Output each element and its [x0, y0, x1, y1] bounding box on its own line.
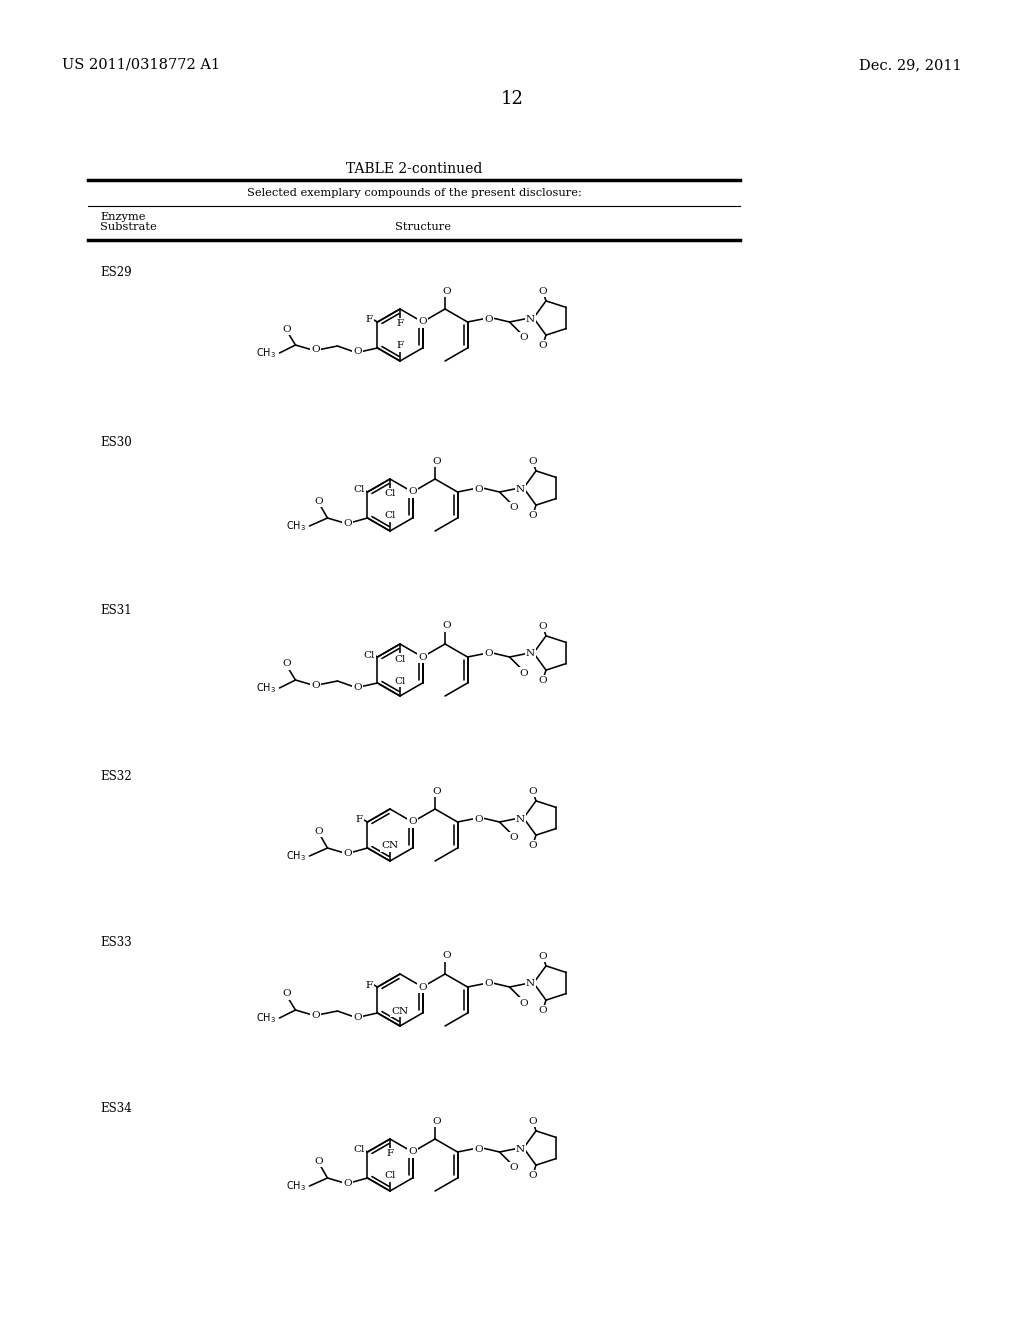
Text: Cl: Cl: [353, 1146, 365, 1155]
Text: $\rm CH_3$: $\rm CH_3$: [287, 1179, 306, 1193]
Text: O: O: [343, 519, 352, 528]
Text: TABLE 2-continued: TABLE 2-continued: [346, 162, 482, 176]
Text: O: O: [509, 833, 518, 842]
Text: O: O: [353, 682, 361, 692]
Text: O: O: [353, 347, 361, 356]
Text: O: O: [442, 952, 452, 961]
Text: O: O: [314, 826, 323, 836]
Text: O: O: [484, 649, 493, 659]
Text: O: O: [539, 676, 547, 685]
Text: N: N: [516, 1144, 525, 1154]
Text: O: O: [509, 503, 518, 512]
Text: O: O: [528, 1117, 538, 1126]
Text: N: N: [526, 314, 536, 323]
Text: O: O: [433, 787, 441, 796]
Text: ES32: ES32: [100, 770, 132, 783]
Text: N: N: [526, 979, 536, 989]
Text: N: N: [516, 484, 525, 494]
Text: $\rm CH_3$: $\rm CH_3$: [256, 346, 276, 360]
Text: O: O: [343, 1179, 352, 1188]
Text: O: O: [418, 318, 427, 326]
Text: O: O: [484, 314, 493, 323]
Text: F: F: [366, 315, 373, 325]
Text: N: N: [516, 814, 525, 824]
Text: O: O: [283, 990, 291, 998]
Text: O: O: [418, 652, 427, 661]
Text: $\rm CH_3$: $\rm CH_3$: [287, 519, 306, 533]
Text: Dec. 29, 2011: Dec. 29, 2011: [859, 58, 962, 73]
Text: O: O: [343, 849, 352, 858]
Text: O: O: [314, 1156, 323, 1166]
Text: O: O: [528, 841, 538, 850]
Text: Substrate: Substrate: [100, 222, 157, 232]
Text: Cl: Cl: [384, 1172, 395, 1180]
Text: Structure: Structure: [395, 222, 451, 232]
Text: O: O: [409, 487, 417, 496]
Text: F: F: [396, 342, 403, 351]
Text: $\rm CH_3$: $\rm CH_3$: [256, 1011, 276, 1024]
Text: Cl: Cl: [384, 490, 395, 499]
Text: ES33: ES33: [100, 936, 132, 949]
Text: ES31: ES31: [100, 605, 132, 616]
Text: $\rm CH_3$: $\rm CH_3$: [287, 849, 306, 863]
Text: O: O: [539, 341, 547, 350]
Text: O: O: [519, 334, 527, 342]
Text: US 2011/0318772 A1: US 2011/0318772 A1: [62, 58, 220, 73]
Text: O: O: [509, 1163, 518, 1172]
Text: O: O: [484, 979, 493, 989]
Text: O: O: [474, 484, 483, 494]
Text: O: O: [539, 622, 547, 631]
Text: O: O: [539, 286, 547, 296]
Text: O: O: [353, 1012, 361, 1022]
Text: F: F: [396, 319, 403, 329]
Text: O: O: [409, 1147, 417, 1156]
Text: O: O: [311, 1011, 319, 1019]
Text: O: O: [519, 998, 527, 1007]
Text: F: F: [366, 981, 373, 990]
Text: O: O: [409, 817, 417, 826]
Text: O: O: [283, 660, 291, 668]
Text: Cl: Cl: [364, 651, 375, 660]
Text: O: O: [539, 952, 547, 961]
Text: CN: CN: [381, 842, 398, 850]
Text: O: O: [539, 1006, 547, 1015]
Text: Cl: Cl: [394, 676, 406, 685]
Text: O: O: [433, 1117, 441, 1126]
Text: ES29: ES29: [100, 267, 132, 279]
Text: O: O: [528, 457, 538, 466]
Text: O: O: [474, 1144, 483, 1154]
Text: ES30: ES30: [100, 436, 132, 449]
Text: CN: CN: [391, 1006, 409, 1015]
Text: O: O: [433, 457, 441, 466]
Text: O: O: [442, 622, 452, 631]
Text: 12: 12: [501, 90, 523, 108]
Text: O: O: [474, 814, 483, 824]
Text: Enzyme: Enzyme: [100, 213, 145, 222]
Text: Cl: Cl: [384, 511, 395, 520]
Text: O: O: [519, 668, 527, 677]
Text: O: O: [311, 346, 319, 355]
Text: O: O: [311, 681, 319, 689]
Text: ES34: ES34: [100, 1102, 132, 1115]
Text: O: O: [418, 982, 427, 991]
Text: F: F: [386, 1150, 393, 1159]
Text: O: O: [283, 325, 291, 334]
Text: $\rm CH_3$: $\rm CH_3$: [256, 681, 276, 694]
Text: Cl: Cl: [353, 486, 365, 495]
Text: F: F: [355, 816, 362, 825]
Text: Cl: Cl: [394, 655, 406, 664]
Text: N: N: [526, 649, 536, 659]
Text: O: O: [528, 511, 538, 520]
Text: O: O: [314, 496, 323, 506]
Text: O: O: [528, 787, 538, 796]
Text: Selected exemplary compounds of the present disclosure:: Selected exemplary compounds of the pres…: [247, 187, 582, 198]
Text: O: O: [528, 1171, 538, 1180]
Text: O: O: [442, 286, 452, 296]
